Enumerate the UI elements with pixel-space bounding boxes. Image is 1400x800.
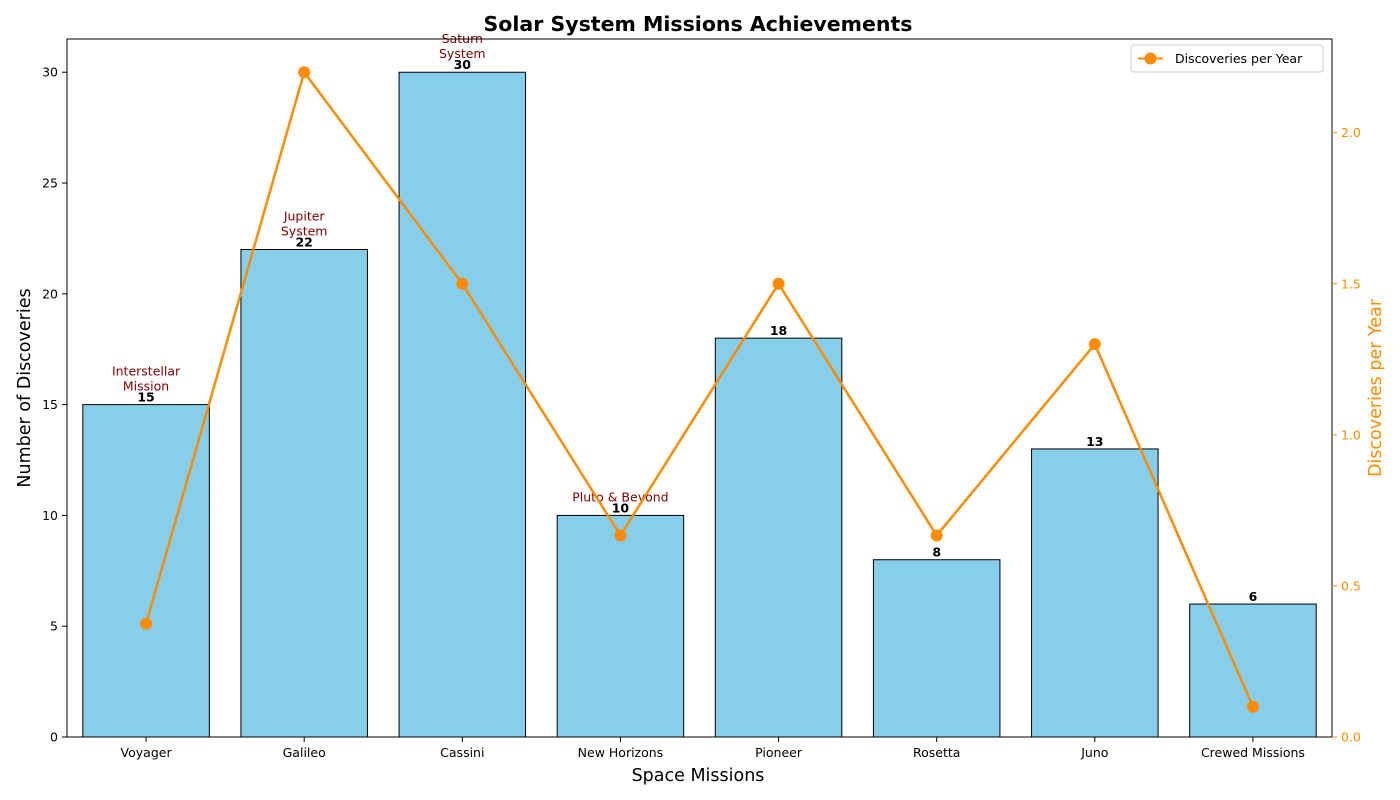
annotation-text: Jupiter: [283, 209, 326, 224]
y-tick-label: 10: [42, 508, 58, 523]
y2-axis-title: Discoveries per Year: [1366, 298, 1386, 477]
annotation-text: System: [439, 46, 486, 61]
annotation-text: Interstellar: [112, 364, 181, 379]
bar-value-label: 6: [1249, 589, 1258, 604]
y2-tick-label: 1.0: [1341, 427, 1361, 442]
line-point-marker: [772, 277, 785, 290]
x-tick-label: Rosetta: [913, 745, 960, 760]
line-series-group: [140, 66, 1259, 713]
y-tick-label: 30: [42, 65, 58, 80]
x-axis-title: Space Missions: [632, 766, 765, 786]
bar-juno: [1031, 448, 1159, 738]
line-point-marker: [1088, 338, 1101, 351]
line-point-marker: [456, 277, 469, 290]
y-axis-title: Number of Discoveries: [15, 288, 35, 487]
y-tick-label: 20: [42, 286, 58, 301]
x-tick-label: Juno: [1080, 745, 1108, 760]
y-tick-label: 15: [42, 397, 58, 412]
bar-value-label: 22: [295, 235, 312, 250]
bars-group: [82, 71, 1317, 738]
bar-rosetta: [872, 559, 1001, 738]
annotation-text: Pluto & Beyond: [572, 489, 668, 504]
x-tick-label: New Horizons: [578, 745, 664, 760]
legend-box: [1130, 44, 1324, 73]
bar-pioneer: [714, 337, 843, 738]
x-tick-label: Crewed Missions: [1201, 745, 1305, 760]
line-point-marker: [140, 617, 153, 630]
annotation-text: System: [281, 224, 328, 239]
line-point-marker: [614, 529, 627, 542]
y-axis-left: 0 5 10 15 20 25 30: [42, 65, 67, 745]
plot-frame: [66, 38, 1333, 738]
annotation-text: Mission: [123, 379, 169, 394]
bar-cassini: [398, 71, 527, 738]
y2-tick-label: 0.5: [1341, 578, 1361, 593]
bar-galileo: [240, 249, 368, 738]
chart-title: Solar System Missions Achievements: [483, 12, 912, 36]
line-point-marker: [298, 66, 311, 79]
x-tick-label: Voyager: [121, 745, 173, 760]
bar-value-label: 30: [454, 57, 472, 72]
bar-value-label: 10: [612, 500, 630, 515]
y2-tick-label: 2.0: [1341, 125, 1361, 140]
line-point-marker: [1246, 700, 1259, 713]
bar-crewed-missions: [1189, 603, 1317, 738]
legend: Discoveries per Year: [1130, 44, 1324, 73]
x-tick-label: Cassini: [440, 745, 484, 760]
y-axis-right: 0.0 0.5 1.0 1.5 2.0: [1332, 125, 1361, 745]
line-point-marker: [930, 529, 943, 542]
legend-entry-label: Discoveries per Year: [1175, 51, 1303, 66]
legend-marker-swatch: [1144, 52, 1157, 65]
y-tick-label: 5: [50, 619, 58, 634]
bar-value-label: 13: [1086, 434, 1103, 449]
bar-new-horizons: [556, 514, 685, 738]
y2-tick-label: 0.0: [1341, 730, 1361, 745]
x-axis: Voyager Galileo Cassini New Horizons Pioneer…: [121, 737, 1305, 760]
x-tick-label: Pioneer: [755, 745, 803, 760]
bar-value-label: 15: [137, 390, 154, 405]
bar-voyager: [82, 404, 210, 738]
bar-value-label: 18: [770, 323, 787, 338]
y-tick-label: 25: [42, 176, 58, 191]
y2-tick-label: 1.5: [1341, 276, 1361, 291]
bar-labels-group: 15 22 30 10 18 8 13 6: [137, 57, 1257, 604]
line-discoveries-per-year: [144, 69, 1255, 708]
bar-value-label: 8: [932, 545, 941, 560]
y-tick-label: 0: [50, 730, 58, 745]
x-tick-label: Galileo: [283, 745, 326, 760]
